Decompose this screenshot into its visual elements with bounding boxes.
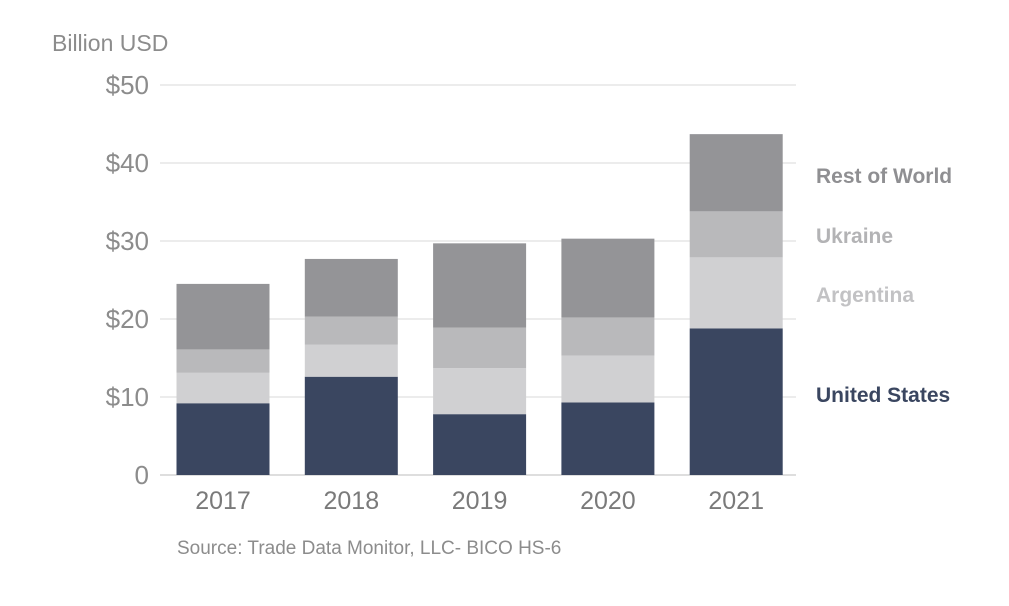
x-tick-label: 2020: [580, 487, 636, 515]
legend-label-united-states: United States: [816, 384, 950, 407]
bar-segment-argentina: [561, 355, 655, 403]
y-tick-label: $50: [106, 70, 149, 100]
bar-segment-ukraine: [304, 316, 398, 345]
x-tick-label: 2019: [452, 487, 508, 515]
bar-segment-united-states: [433, 414, 527, 475]
bars: [176, 134, 783, 475]
y-tick-label: 0: [135, 460, 149, 490]
y-tick-label: $10: [106, 382, 149, 412]
y-axis-ticks: 0 $10 $20 $30 $40 $50: [106, 70, 149, 490]
y-tick-label: $30: [106, 226, 149, 256]
bar-segment-ukraine: [561, 317, 655, 356]
x-tick-label: 2021: [708, 487, 764, 515]
bar-segment-argentina: [176, 372, 270, 404]
bar-segment-rest-of-world: [176, 283, 270, 350]
bar-segment-rest-of-world: [689, 134, 783, 212]
x-tick-label: 2017: [195, 487, 251, 515]
bar-segment-rest-of-world: [561, 238, 655, 318]
legend: United States Argentina Ukraine Rest of Wor…: [816, 165, 952, 407]
x-tick-label: 2018: [323, 487, 379, 515]
bar-segment-rest-of-world: [433, 243, 527, 328]
bar-segment-united-states: [561, 402, 655, 475]
bar-segment-argentina: [689, 257, 783, 329]
bar-segment-united-states: [304, 376, 398, 475]
legend-label-rest-of-world: Rest of World: [816, 165, 952, 188]
bar-segment-argentina: [304, 344, 398, 377]
y-axis-label: Billion USD: [52, 30, 168, 56]
bar-segment-united-states: [176, 403, 270, 475]
x-axis-ticks: 2017 2018 2019 2020 2021: [195, 487, 764, 515]
bar-segment-ukraine: [176, 349, 270, 373]
legend-label-argentina: Argentina: [816, 284, 914, 307]
legend-label-ukraine: Ukraine: [816, 225, 893, 248]
y-tick-label: $40: [106, 148, 149, 178]
bar-segment-ukraine: [433, 327, 527, 369]
bar-segment-argentina: [433, 368, 527, 415]
y-tick-label: $20: [106, 304, 149, 334]
bar-segment-united-states: [689, 328, 783, 475]
source-note: Source: Trade Data Monitor, LLC- BICO HS…: [177, 538, 561, 559]
bar-segment-ukraine: [689, 211, 783, 258]
bar-segment-rest-of-world: [304, 258, 398, 317]
